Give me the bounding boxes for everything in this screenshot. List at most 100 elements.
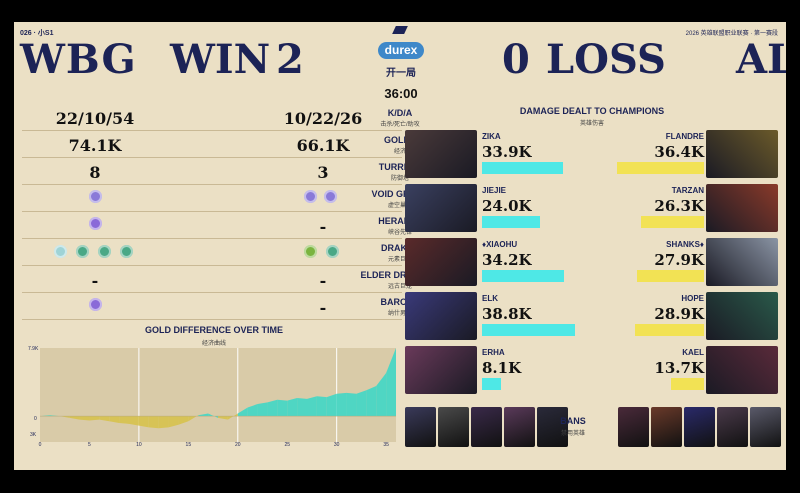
gold-area-segment	[316, 396, 327, 417]
gold-area-segment	[366, 385, 377, 417]
scoreboard-panel: 026 · 小S1 2026 英雄联盟职业联赛 · 第一赛段 WBG WIN 2…	[14, 22, 786, 470]
champion-portrait-left	[405, 184, 477, 232]
gold-area-segment	[218, 416, 228, 420]
gold-area-segment	[267, 399, 278, 417]
banned-champion-left	[438, 407, 469, 447]
champion-portrait-left	[405, 238, 477, 286]
stat-right-value: -	[319, 271, 327, 290]
stat-sublabel: 元素巨龙	[387, 257, 412, 263]
drake-icon	[54, 245, 67, 258]
gold-x-tick: 10	[136, 442, 142, 448]
banned-champion-left	[471, 407, 502, 447]
void-grub-icon	[89, 190, 102, 203]
gold-area-segment	[129, 416, 139, 426]
gold-area-segment	[287, 398, 298, 417]
row-divider	[22, 211, 402, 212]
champion-portrait-left	[405, 346, 477, 394]
gold-area-segment	[69, 416, 80, 420]
damage-bar-right	[637, 270, 704, 282]
banned-champion-right	[684, 407, 715, 447]
gold-area-segment	[119, 416, 129, 424]
banned-champion-left	[504, 407, 535, 447]
herald-icon	[89, 217, 102, 230]
damage-subtitle: 英雄伤害	[579, 121, 604, 127]
gold-area-segment	[138, 416, 149, 428]
row-divider	[22, 238, 402, 239]
gold-y-bottom: 3K	[30, 432, 37, 438]
row-divider	[22, 292, 402, 293]
champion-portrait-right	[706, 238, 778, 286]
player-name-left: ♦XIAOHU	[482, 240, 518, 249]
gold-area-segment	[237, 407, 248, 417]
gold-x-tick: 35	[383, 442, 389, 448]
player-name-left: ELK	[482, 294, 498, 303]
gold-area-segment	[297, 398, 307, 417]
stat-label: HERALDS	[378, 216, 422, 226]
gold-area-segment	[178, 416, 189, 425]
banned-champion-right	[651, 407, 682, 447]
stat-label: VOID GRUBS	[371, 189, 429, 199]
banned-champion-right	[717, 407, 748, 447]
row-divider	[22, 319, 402, 320]
stat-right-value: -	[319, 217, 327, 236]
champion-portrait-right	[706, 130, 778, 178]
void-grub-icon	[304, 190, 317, 203]
damage-value-left: 38.8K	[482, 305, 532, 323]
stat-left-value: 22/10/54	[55, 109, 135, 128]
damage-bar-left	[482, 216, 540, 228]
left-team-name: WBG	[20, 36, 137, 83]
gold-area-segment	[257, 402, 268, 417]
gold-area-segment	[277, 399, 288, 417]
row-divider	[22, 184, 402, 185]
banned-champion-left	[405, 407, 436, 447]
damage-title: DAMAGE DEALT TO CHAMPIONS	[519, 106, 665, 116]
stat-right-value: 3	[317, 163, 329, 182]
row-divider	[22, 130, 402, 131]
left-score: 2	[276, 36, 304, 83]
damage-bar-left	[482, 162, 564, 174]
player-name-right: KAEL	[682, 348, 704, 357]
player-name-left: ZIKA	[482, 132, 501, 141]
gold-x-tick: 15	[185, 442, 192, 448]
right-score: 0	[502, 36, 530, 83]
damage-bar-left	[482, 324, 576, 336]
gold-area-segment	[89, 416, 100, 421]
damage-value-left: 33.9K	[482, 143, 532, 161]
stat-sublabel: 纳什男爵	[387, 311, 412, 317]
win-label: WIN	[170, 36, 271, 83]
stat-sublabel: 远古巨龙	[387, 284, 412, 290]
damage-value-right: 27.9K	[654, 251, 704, 269]
right-team-name: AL	[736, 36, 786, 83]
gold-x-tick: 30	[333, 442, 340, 448]
gold-area-segment	[79, 416, 90, 421]
event-tag: 026 · 小S1	[20, 30, 54, 37]
gold-area-segment	[109, 416, 120, 424]
stat-sublabel: 虚空巢虫	[387, 203, 412, 209]
damage-value-left: 8.1K	[482, 359, 522, 377]
stat-label: BARONS	[380, 297, 420, 307]
champion-portrait-left	[405, 130, 477, 178]
damage-value-left: 24.0K	[482, 197, 532, 215]
drake-icon	[120, 245, 133, 258]
champion-portrait-left	[405, 292, 477, 340]
damage-bar-right	[616, 162, 704, 174]
gold-area-segment	[356, 390, 367, 417]
player-name-right: SHANKS♦	[666, 240, 704, 249]
gold-chart-subtitle: 经济曲线	[201, 341, 226, 347]
bans-label: BANS	[560, 416, 586, 426]
gold-area-segment	[148, 416, 159, 429]
gold-area-segment	[158, 416, 169, 429]
damage-bar-left	[482, 378, 502, 390]
gold-x-tick: 25	[284, 442, 290, 448]
stat-label: GOLDS	[383, 135, 416, 145]
sponsor-logo: durex	[378, 42, 424, 59]
stat-label: DRAKES	[380, 243, 419, 253]
champion-portrait-right	[706, 346, 778, 394]
stat-sublabel: 防御塔	[390, 176, 409, 182]
gold-area-segment	[59, 416, 70, 418]
gold-x-tick: 20	[234, 442, 241, 448]
drake-icon	[304, 245, 317, 258]
stat-sublabel: 经济	[393, 149, 406, 155]
player-name-left: JIEJIE	[482, 186, 507, 195]
